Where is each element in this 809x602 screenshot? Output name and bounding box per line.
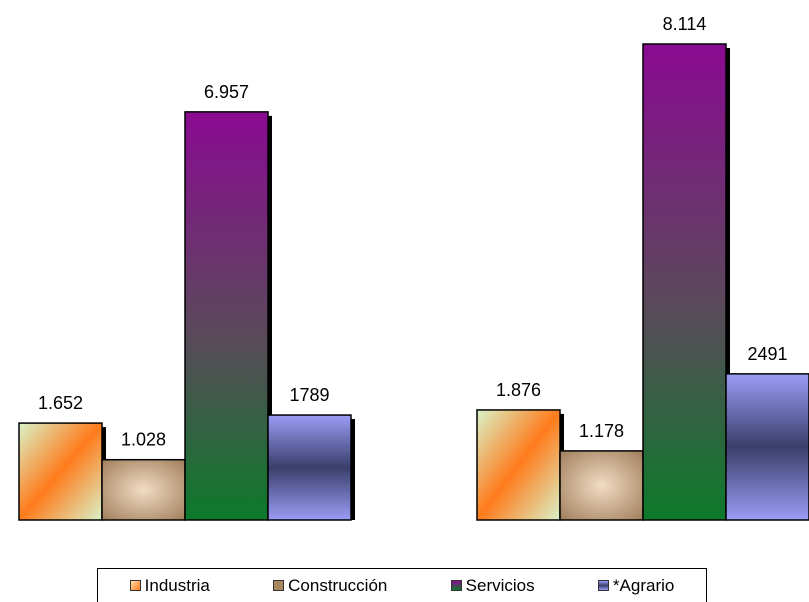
data-label-industria-1: 1.652	[38, 393, 83, 413]
bars-layer	[18, 43, 809, 521]
bar-agrario-1	[267, 414, 352, 521]
data-label-agrario-1: 1789	[289, 385, 329, 405]
bar-construccion-2	[559, 450, 644, 521]
legend-swatch-servicios	[450, 580, 462, 591]
bar-servicios-2	[642, 43, 727, 521]
legend-label-agrario: *Agrario	[612, 575, 675, 595]
legend-label-industria: Industria	[144, 575, 210, 595]
labels-layer: 1.652 1.028 6.957 1789 1.876 1.178 8.114 2491	[38, 14, 788, 450]
legend-item-construccion: Construcción	[273, 576, 387, 596]
legend-swatch-industria	[129, 580, 141, 591]
bar-industria-2	[476, 409, 561, 521]
bar-industria-1	[18, 422, 103, 521]
bar-shadow-servicios-1	[268, 115, 272, 520]
legend-swatch-agrario	[597, 580, 609, 591]
legend-swatch-construccion	[273, 580, 285, 591]
legend-label-servicios: Servicios	[465, 575, 535, 595]
data-label-construccion-2: 1.178	[579, 421, 624, 441]
data-label-industria-2: 1.876	[496, 380, 541, 400]
bar-shadow-agrario-1	[351, 419, 355, 520]
legend-item-servicios: Servicios	[450, 575, 535, 596]
legend-item-agrario: *Agrario	[597, 575, 675, 596]
data-label-servicios-1: 6.957	[204, 82, 249, 102]
legend: Industria Construcción Servicios *Agrari…	[97, 568, 707, 602]
bar-servicios-1	[184, 111, 269, 521]
legend-label-construccion: Construcción	[288, 575, 388, 595]
data-label-servicios-2: 8.114	[663, 14, 707, 34]
data-label-construccion-1: 1.028	[121, 430, 166, 450]
bar-shadow-servicios-2	[726, 48, 730, 520]
data-label-agrario-2: 2491	[747, 344, 787, 364]
legend-item-industria: Industria	[129, 575, 210, 596]
bar-agrario-2	[725, 373, 809, 521]
bar-construccion-1	[101, 458, 186, 521]
